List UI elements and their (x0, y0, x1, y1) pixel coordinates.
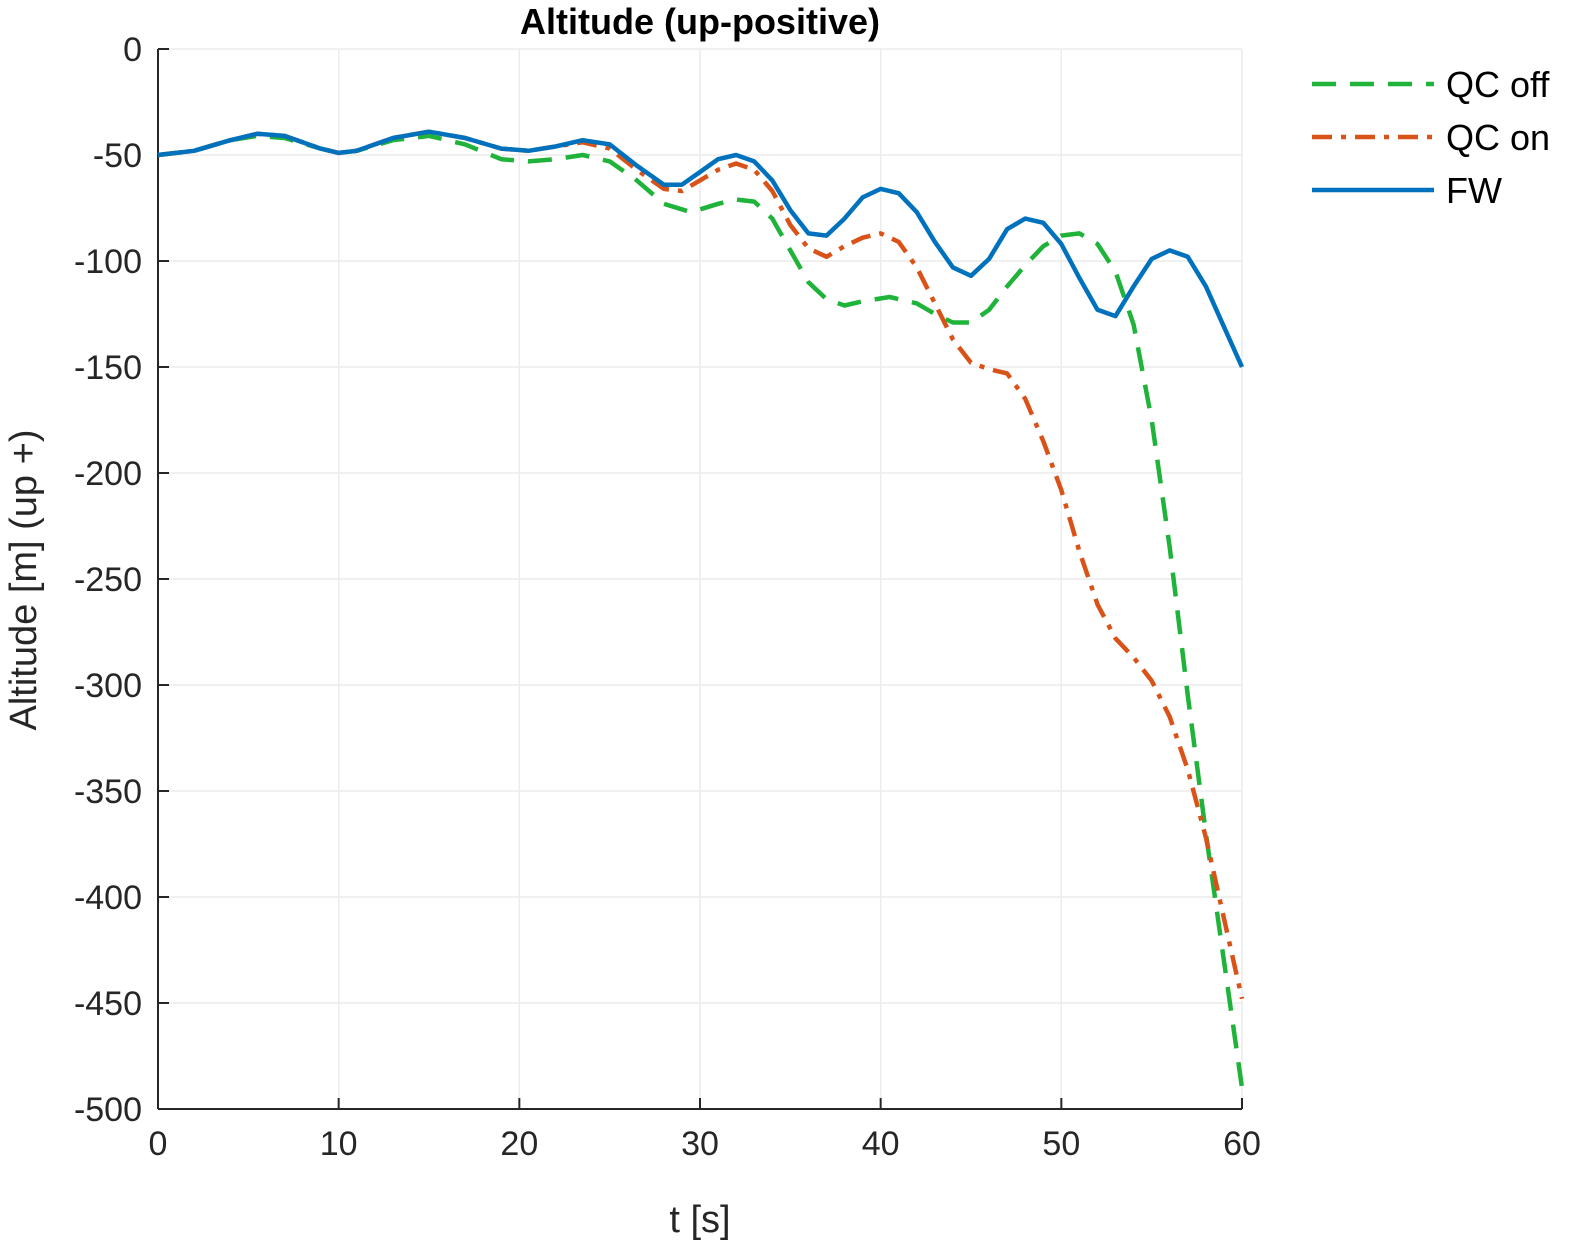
x-tick-label: 20 (500, 1125, 538, 1163)
y-tick-label: -50 (93, 137, 142, 175)
y-tick-label: -300 (74, 667, 142, 705)
y-tick-label: -450 (74, 985, 142, 1023)
series-lines (157, 129, 1245, 1089)
chart-title: Altitude (up-positive) (520, 1, 880, 42)
x-tick-label: 0 (149, 1125, 168, 1163)
series-line-fw (157, 129, 1245, 368)
legend-label: FW (1446, 170, 1502, 211)
plot-axes (157, 48, 1243, 1110)
x-tick-label: 50 (1042, 1125, 1080, 1163)
x-axis-label: t [s] (669, 1199, 730, 1241)
x-tick-label: 60 (1223, 1125, 1261, 1163)
y-tick-label: -350 (74, 773, 142, 811)
y-tick-labels: 0 -50 -100 -150 -200 -250 -300 -350 -400 -450 -500 (74, 31, 142, 1129)
legend: QC off QC on FW (1312, 64, 1550, 211)
x-tick-labels: 0 10 20 30 40 50 60 (149, 1125, 1261, 1163)
legend-label: QC on (1446, 117, 1550, 158)
y-tick-label: -250 (74, 561, 142, 599)
y-axis-label: Altitude [m] (up +) (3, 430, 45, 731)
x-tick-label: 10 (320, 1125, 358, 1163)
y-tick-label: -150 (74, 349, 142, 387)
legend-label: QC off (1446, 64, 1550, 105)
y-tick-label: -400 (74, 879, 142, 917)
y-tick-label: 0 (123, 31, 142, 69)
x-tick-label: 30 (681, 1125, 719, 1163)
y-tick-label: -500 (74, 1091, 142, 1129)
y-tick-label: -200 (74, 455, 142, 493)
x-tick-label: 40 (862, 1125, 900, 1163)
y-tick-label: -100 (74, 243, 142, 281)
